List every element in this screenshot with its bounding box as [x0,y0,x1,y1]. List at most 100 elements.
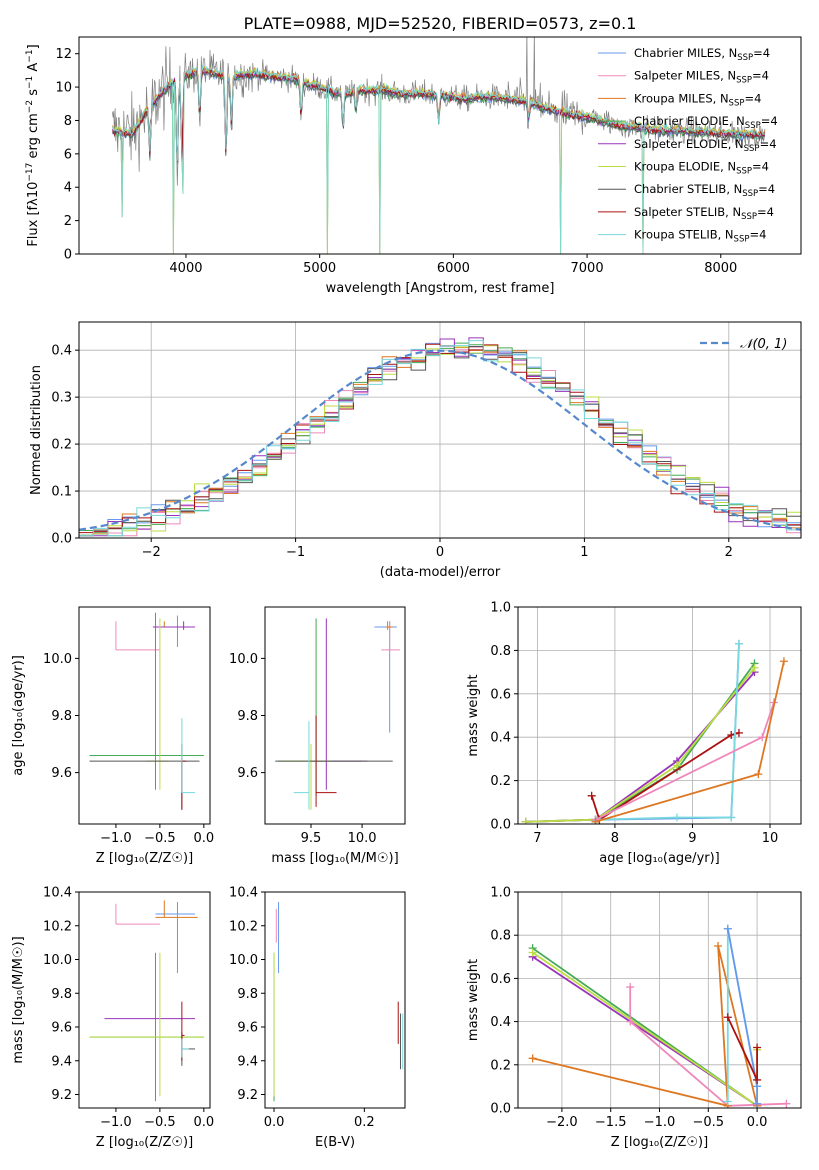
y-label-part: erg cm [26,113,41,162]
mass-weight-line [595,661,785,823]
legend-entry: Chabrier STELIB, NSSP=4 [634,182,775,199]
y-tick-label: 6 [64,147,72,162]
legend-tail: =4 [757,205,774,219]
x-tick-label: 9 [688,831,696,846]
mass-weight-marker [750,663,759,672]
y-tick-label: 9.8 [51,709,72,724]
y-tick-label: 10 [55,81,72,96]
age-vs-mass-axes: 9.5 10.0 9.6 9.8 10.0 mass [log₁₀(M/M☉)] [229,652,399,866]
y-tick-label: 10.4 [229,886,258,901]
x-tick-label: 6000 [437,261,470,276]
legend-sub: SSP [734,235,750,245]
mass-weight-marker [782,1099,791,1108]
x-tick-label: 0.2 [354,1115,375,1130]
mass-weight-marker [723,1013,732,1022]
legend-sub: SSP [729,98,745,108]
legend-tail: =4 [752,69,769,83]
y-tick-label: 10.0 [229,652,258,667]
massweight-vs-Z-frame [517,891,802,1109]
x-axis-label: mass [log₁₀(M/M☉)] [271,851,398,866]
y-tick-label: 9.8 [51,987,72,1002]
y-tick-label: 10.4 [43,886,72,901]
legend-text: Salpeter MILES, N [634,69,736,83]
y-tick-label: 1.0 [490,601,511,616]
x-axis-label: age [log₁₀(age/yr)] [599,851,720,866]
legend-tail: =4 [758,182,775,196]
y-tick-label: 9.6 [237,1021,258,1036]
x-tick-label: −1.5 [595,1115,627,1130]
legend-entry: Kroupa STELIB, NSSP=4 [634,228,766,245]
mass-vs-ebv-errorbars [273,902,404,1102]
model-spectrum-line [111,65,766,254]
y-tick-label: 9.6 [51,1021,72,1036]
mass-weight-line [532,945,758,1107]
legend-sub: SSP [741,212,757,222]
spectrum-lines [111,37,766,254]
legend-text: Kroupa MILES, N [634,91,729,105]
legend-text: Kroupa STELIB, N [634,228,734,242]
mass-weight-line [726,928,758,1104]
y-label-part: A [26,63,41,76]
massweight-vs-Z-axes: −2.0 −1.5 −1.0 −0.5 0.0 0.0 0.2 0.4 0.6 0.8 1.0 Z [… [466,886,801,1150]
y-tick-label: 10.0 [43,953,72,968]
legend-text: Chabrier ELODIE, N [634,114,745,128]
y-tick-label: 9.6 [51,766,72,781]
massweight-vs-age-frame [517,606,802,825]
age-vs-mass-frame [264,606,406,825]
legend-sub: SSP [736,167,752,177]
legend-tail: =4 [749,228,766,242]
x-tick-label: 7000 [571,261,604,276]
y-axis-label: age [log₁₀(age/yr)] [11,655,26,776]
x-tick-label: −2.0 [546,1115,578,1130]
y-tick-label: 9.4 [237,1054,258,1069]
mass-weight-marker [672,813,681,822]
y-label-part: ] [26,44,41,49]
massweight-vs-age-lines [521,639,788,824]
x-axis-label: Z [log₁₀(Z/Z☉)] [96,851,193,866]
y-tick-label: 0.6 [490,972,511,987]
x-axis-label: (data-model)/error [380,565,501,580]
legend-tail: =4 [753,46,770,60]
legend-text: Kroupa ELODIE, N [634,160,736,174]
mass-weight-marker [672,761,681,770]
y-tick-label: 10.2 [229,919,258,934]
y-label-part: s [26,89,41,100]
legend-sub: SSP [742,189,758,199]
mass-weight-marker [758,733,767,742]
mass-weight-marker [723,924,732,933]
y-tick-label: 9.8 [237,709,258,724]
legend-entry: Kroupa ELODIE, NSSP=4 [634,160,769,177]
legend-text: Chabrier STELIB, N [634,182,742,196]
mass-vs-ebv-axes: 0.0 0.2 9.2 9.4 9.6 9.8 10.0 10.2 10.4 E(B-V) [229,886,375,1151]
x-axis-label: Z [log₁₀(Z/Z☉)] [96,1135,193,1150]
x-tick-label: −1 [286,545,305,560]
x-tick-label: −1.0 [100,831,132,846]
mass-weight-marker [753,1043,762,1052]
mass-weight-marker [626,1017,635,1026]
y-axis-label: mass [log₁₀(M/M☉)] [11,936,26,1063]
legend-tail: =4 [752,160,769,174]
mass-weight-marker [734,728,743,737]
x-tick-label: 2 [725,545,733,560]
mass-weight-marker [727,731,736,740]
mass-weight-marker [753,1075,762,1084]
x-tick-label: −1.0 [644,1115,676,1130]
y-tick-label: 0.6 [490,687,511,702]
y-label-part: −1 [25,76,35,89]
x-tick-label: −2 [142,545,161,560]
x-axis-label: E(B-V) [315,1135,355,1150]
x-tick-label: 0 [436,545,444,560]
mass-weight-marker [727,813,736,822]
massweight-vs-Z-lines [528,924,791,1108]
legend-text: Salpeter ELODIE, N [634,137,744,151]
y-tick-label: 9.4 [51,1054,72,1069]
legend-tail: =4 [744,91,761,105]
y-axis-label: mass weight [466,674,481,756]
mass-weight-marker [753,1099,762,1108]
y-label-part: −17 [25,163,35,182]
y-tick-label: 10.2 [43,919,72,934]
x-tick-label: 0.0 [194,831,215,846]
mass-weight-marker [714,942,723,950]
mass-weight-marker [779,657,788,666]
